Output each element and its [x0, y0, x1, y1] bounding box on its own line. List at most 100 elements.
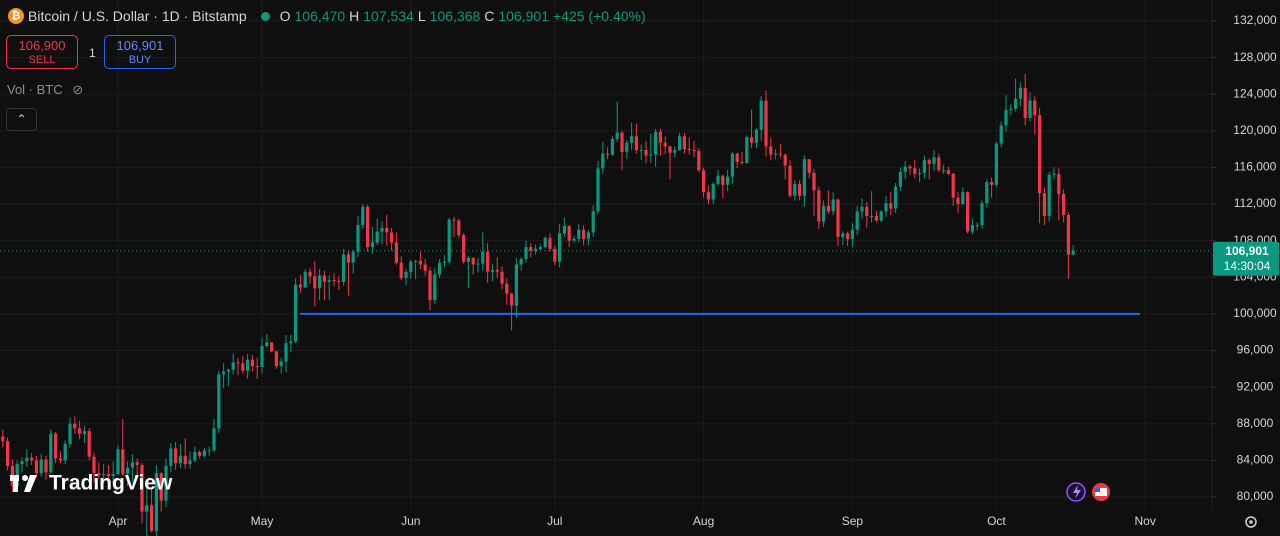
candle-body	[135, 462, 139, 465]
buy-button[interactable]: 106,901 BUY	[104, 35, 176, 69]
l-label: L	[417, 8, 426, 24]
candle-body	[1052, 173, 1056, 175]
candle-body	[870, 215, 874, 217]
candle-body	[226, 369, 230, 372]
hide-icon[interactable]: ⊘	[72, 82, 84, 97]
candle-body	[990, 182, 994, 185]
candle-body	[908, 166, 912, 169]
candle-body	[265, 342, 269, 346]
x-tick-label: Sep	[842, 514, 864, 528]
candle-body	[500, 271, 504, 284]
candle-body	[342, 254, 346, 282]
candle-body	[649, 154, 653, 156]
gear-icon[interactable]	[1245, 516, 1257, 528]
candle-body	[793, 183, 797, 196]
event-icons[interactable]	[1066, 482, 1110, 502]
candle-body	[750, 137, 754, 143]
y-tick-label: 96,000	[1237, 343, 1274, 357]
candle-body	[1062, 193, 1066, 216]
candle-body	[730, 153, 734, 177]
candle-body	[745, 137, 749, 163]
symbol[interactable]: Bitcoin / U.S. Dollar · 1D · Bitstamp	[28, 8, 247, 24]
logo-mark	[10, 475, 37, 492]
candle-body	[1042, 193, 1046, 216]
candle-body	[270, 342, 274, 352]
candle-body	[111, 474, 115, 476]
candle-body	[97, 473, 101, 476]
candle-body	[366, 206, 370, 248]
candle-body	[654, 131, 658, 155]
candle-body	[860, 206, 864, 212]
candle-body	[682, 136, 686, 150]
candle-body	[577, 229, 581, 239]
candle-body	[639, 150, 643, 152]
candle-body	[620, 132, 624, 152]
candle-body	[380, 227, 384, 232]
candle-body	[850, 229, 854, 239]
collapse-button[interactable]: ⌃	[6, 108, 37, 131]
candle-body	[1057, 173, 1061, 194]
y-tick-label: 84,000	[1237, 453, 1274, 467]
last-price-box	[1213, 241, 1279, 276]
candle-body	[433, 274, 437, 301]
candle-body	[865, 206, 869, 216]
candle-body	[178, 455, 182, 464]
candle-body	[150, 505, 154, 531]
candle-body	[697, 150, 701, 171]
candle-body	[418, 260, 422, 265]
candle-body	[236, 362, 240, 364]
candle-body	[510, 293, 514, 306]
candle-body	[274, 351, 278, 367]
candle-body	[490, 269, 494, 272]
candle-body	[903, 166, 907, 173]
candle-body	[942, 170, 946, 172]
candle-body	[630, 136, 634, 143]
candle-body	[202, 450, 206, 456]
candle-body	[946, 170, 950, 174]
candle-body	[601, 153, 605, 169]
x-tick-label: Jun	[401, 514, 420, 528]
candle-body	[476, 263, 480, 265]
candle-body	[1018, 87, 1022, 99]
candle-body	[39, 459, 43, 474]
candle-body	[30, 457, 34, 461]
candle-body	[130, 462, 134, 468]
candle-body	[855, 211, 859, 230]
volume-indicator[interactable]: Vol · BTC ⊘	[7, 82, 83, 98]
candle-body	[702, 170, 706, 193]
candle-body	[658, 131, 662, 143]
candle-body	[807, 159, 811, 173]
y-tick-label: 88,000	[1237, 416, 1274, 430]
o-label: O	[279, 8, 291, 24]
candle-body	[327, 280, 331, 282]
x-tick-label: Apr	[109, 514, 128, 528]
candle-body	[783, 154, 787, 166]
candle-body	[294, 284, 298, 342]
sell-button[interactable]: 106,900 SELL	[6, 35, 78, 69]
candle-body	[711, 183, 715, 200]
candle-body	[610, 139, 614, 155]
candle-body	[126, 467, 130, 475]
candle-body	[318, 275, 322, 289]
candle-body	[385, 227, 389, 233]
candle-body	[356, 225, 360, 252]
candle-body	[994, 143, 998, 185]
candle-body	[735, 153, 739, 162]
quantity[interactable]: 1	[89, 46, 96, 60]
candle-body	[534, 248, 538, 251]
candle-body	[390, 232, 394, 243]
candle-body	[759, 100, 763, 130]
candle-body	[140, 464, 144, 512]
candle-body	[778, 153, 782, 155]
c-label: C	[484, 8, 495, 24]
candle-body	[826, 205, 830, 212]
candle-body	[92, 456, 96, 474]
candle-body	[404, 271, 408, 279]
candle-body	[471, 258, 475, 265]
candle-body	[687, 149, 691, 151]
candle-body	[222, 371, 226, 375]
x-tick-label: May	[251, 514, 274, 528]
candle-body	[582, 229, 586, 239]
y-tick-label: 112,000	[1234, 196, 1277, 210]
